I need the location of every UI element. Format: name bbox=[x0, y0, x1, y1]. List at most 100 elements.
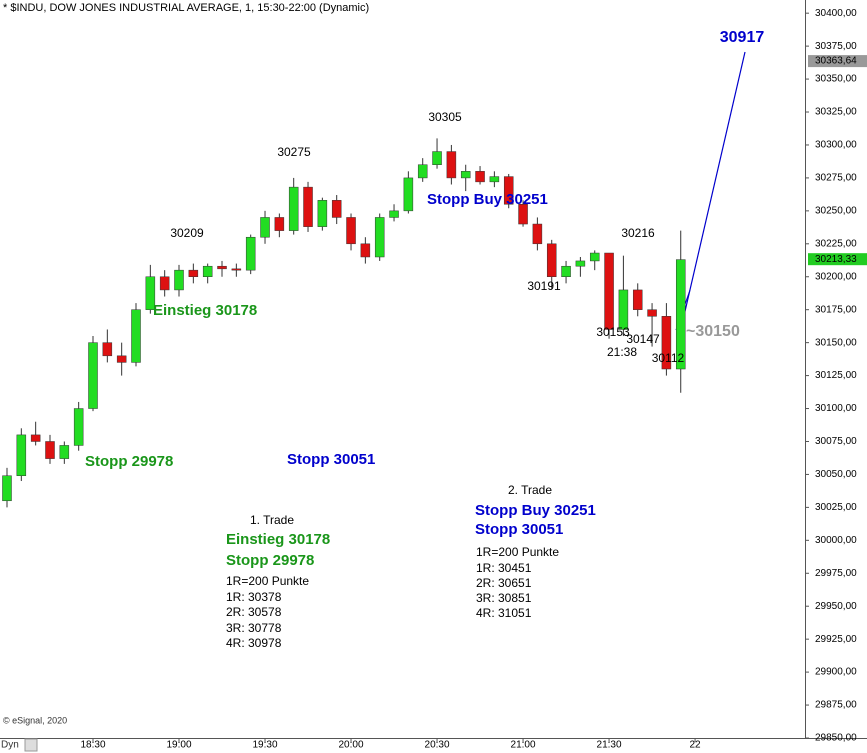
candle-body bbox=[174, 269, 184, 291]
candle-body bbox=[647, 309, 657, 317]
annotation: Stopp 30051 bbox=[287, 451, 375, 468]
annotation: Stopp 29978 bbox=[85, 453, 173, 470]
y-tick-label: 30200,00 bbox=[815, 271, 857, 282]
y-tick-label: 29875,00 bbox=[815, 700, 857, 711]
annotation: 30305 bbox=[428, 110, 462, 124]
candle-body bbox=[303, 186, 313, 227]
candle-body bbox=[30, 434, 41, 442]
annotation: 30216 bbox=[621, 226, 655, 240]
candle-body bbox=[288, 186, 299, 231]
candle-body bbox=[145, 276, 156, 310]
y-tick-label: 30100,00 bbox=[815, 403, 857, 414]
annotation: ~30150 bbox=[686, 323, 740, 340]
annotation: 30917 bbox=[720, 29, 765, 46]
annotation: 30209 bbox=[170, 226, 204, 240]
y-tick-label: 29900,00 bbox=[815, 667, 857, 678]
candle-body bbox=[202, 265, 213, 278]
candle-body bbox=[188, 269, 199, 277]
annotation: Einstieg 30178 bbox=[153, 302, 257, 319]
annotation: 30275 bbox=[277, 145, 311, 159]
annotation: 4R: 30978 bbox=[226, 636, 282, 650]
candle-body bbox=[217, 265, 227, 270]
y-tick-label: 30350,00 bbox=[815, 74, 857, 85]
annotation: Einstieg 30178 bbox=[226, 531, 330, 548]
candle-body bbox=[159, 276, 170, 291]
candle-body bbox=[2, 475, 12, 502]
price-marker-label: 30213,33 bbox=[815, 254, 857, 265]
price-marker bbox=[808, 253, 867, 266]
candle-body bbox=[245, 236, 256, 271]
candle-body bbox=[389, 210, 399, 218]
candle-body bbox=[675, 259, 686, 370]
candle-body bbox=[518, 204, 528, 225]
footer: © eSignal, 2020 bbox=[3, 715, 67, 725]
candle-body bbox=[131, 309, 141, 363]
annotation: 30153 bbox=[596, 325, 630, 339]
candle-body bbox=[73, 408, 84, 446]
candle-body bbox=[632, 289, 643, 310]
annotation: 21:38 bbox=[607, 345, 637, 359]
candle-body bbox=[604, 252, 614, 330]
y-tick-label: 30400,00 bbox=[815, 8, 857, 19]
annotation: 2R: 30651 bbox=[476, 576, 532, 590]
annotation: 2. Trade bbox=[508, 483, 552, 497]
candle-body bbox=[116, 355, 127, 363]
scroll-button[interactable] bbox=[24, 738, 38, 752]
annotation: 1R=200 Punkte bbox=[226, 574, 309, 588]
y-tick-label: 30075,00 bbox=[815, 436, 857, 447]
corner-label: Dyn bbox=[1, 740, 19, 751]
candle-body bbox=[575, 260, 586, 267]
projection-line bbox=[682, 51, 746, 321]
x-tick-label: 20:00 bbox=[339, 740, 364, 751]
y-tick-label: 29850,00 bbox=[815, 733, 857, 744]
x-tick-label: 20:30 bbox=[425, 740, 450, 751]
annotation: 2R: 30578 bbox=[226, 605, 282, 619]
y-tick-label: 30225,00 bbox=[815, 238, 857, 249]
candle-body bbox=[360, 243, 371, 258]
annotation: 1R: 30378 bbox=[226, 590, 282, 604]
annotation: Stopp 29978 bbox=[226, 552, 314, 569]
candle-body bbox=[331, 200, 342, 218]
candle-body bbox=[374, 217, 385, 258]
y-tick-label: 30050,00 bbox=[815, 469, 857, 480]
annotation: 4R: 31051 bbox=[476, 606, 532, 620]
candle-body bbox=[45, 441, 55, 459]
x-tick-label: 19:30 bbox=[253, 740, 278, 751]
x-tick-label: 18:30 bbox=[80, 740, 105, 751]
annotation: 30191 bbox=[527, 279, 561, 293]
chart-title: * $INDU, DOW JONES INDUSTRIAL AVERAGE, 1… bbox=[3, 2, 369, 14]
annotation: 1R: 30451 bbox=[476, 561, 532, 575]
candle-body bbox=[460, 171, 471, 179]
y-tick-label: 30000,00 bbox=[815, 535, 857, 546]
candle-body bbox=[432, 151, 442, 165]
annotation: 30112 bbox=[652, 351, 685, 365]
candle-body bbox=[661, 316, 672, 370]
candle-body bbox=[317, 200, 328, 227]
candle-body bbox=[102, 342, 113, 357]
candle-body bbox=[417, 164, 428, 179]
candle-body bbox=[532, 223, 543, 245]
y-tick-label: 30375,00 bbox=[815, 41, 857, 52]
annotation: 3R: 30851 bbox=[476, 591, 532, 605]
candle-body bbox=[403, 177, 414, 212]
candle-body bbox=[274, 217, 285, 231]
candle-body bbox=[561, 265, 571, 278]
x-tick-label: 22 bbox=[690, 740, 702, 751]
y-tick-label: 29925,00 bbox=[815, 634, 857, 645]
annotation: 3R: 30778 bbox=[226, 621, 282, 635]
candle-body bbox=[231, 268, 242, 271]
candle-body bbox=[475, 171, 485, 183]
y-tick-label: 30175,00 bbox=[815, 304, 857, 315]
y-tick-label: 30125,00 bbox=[815, 370, 857, 381]
y-tick-label: 30300,00 bbox=[815, 140, 857, 151]
y-tick-label: 30325,00 bbox=[815, 107, 857, 118]
x-tick-label: 21:00 bbox=[511, 740, 536, 751]
candle-body bbox=[546, 243, 557, 278]
annotation: 1. Trade bbox=[250, 513, 294, 527]
candle-body bbox=[489, 176, 500, 183]
y-tick-label: 29975,00 bbox=[815, 568, 857, 579]
candle-body bbox=[618, 289, 629, 330]
y-tick-label: 30250,00 bbox=[815, 205, 857, 216]
candle-body bbox=[346, 217, 356, 245]
